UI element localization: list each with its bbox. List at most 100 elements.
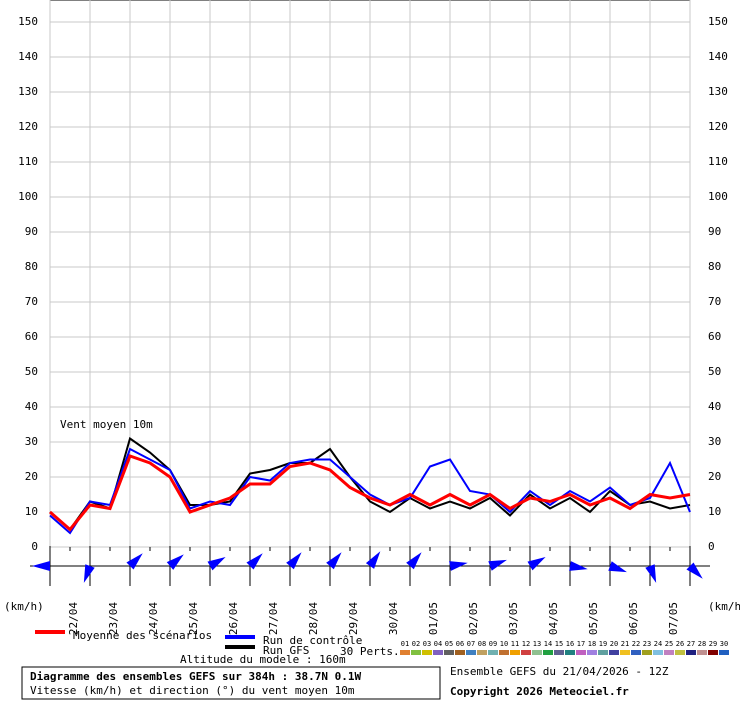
- perturbation-swatch: [532, 650, 542, 655]
- perturbation-swatch: [521, 650, 531, 655]
- x-tick-label: 25/04: [187, 602, 200, 635]
- y-tick-label: 50: [25, 365, 38, 378]
- wind-direction: [686, 562, 703, 579]
- perturbation-swatch: [708, 650, 718, 655]
- y-tick-label: 120: [18, 120, 38, 133]
- x-tick-label: 22/04: [67, 602, 80, 635]
- perturbation-code: 26: [676, 640, 684, 648]
- y-tick-label: 80: [25, 260, 38, 273]
- y-tick-label: 30: [25, 435, 38, 448]
- copyright: Copyright 2026 Meteociel.fr: [450, 685, 629, 698]
- perturbation-code: 10: [500, 640, 508, 648]
- y-tick-label: 140: [708, 50, 728, 63]
- perturbation-swatch: [433, 650, 443, 655]
- wind-direction: [126, 553, 143, 570]
- perturbation-code: 17: [577, 640, 585, 648]
- perturbation-code: 02: [412, 640, 420, 648]
- perturbation-code: 28: [698, 640, 706, 648]
- perturbation-code: 20: [610, 640, 618, 648]
- x-tick-label: 07/05: [667, 602, 680, 635]
- perturbation-swatch: [642, 650, 652, 655]
- wind-direction: [406, 552, 422, 570]
- y-tick-label: 40: [708, 400, 721, 413]
- perturbation-swatch: [598, 650, 608, 655]
- perturbation-code: 30: [720, 640, 728, 648]
- perturbation-swatch: [554, 650, 564, 655]
- perturbation-swatch: [675, 650, 685, 655]
- wind-direction: [365, 551, 381, 569]
- perturbation-swatch: [664, 650, 674, 655]
- y-tick-label: 30: [708, 435, 721, 448]
- perturbation-code: 15: [555, 640, 563, 648]
- perturbation-swatch: [653, 650, 663, 655]
- perturbation-swatch: [565, 650, 575, 655]
- wind-direction: [449, 561, 468, 571]
- y-tick-label: 70: [25, 295, 38, 308]
- y-tick-label: 110: [708, 155, 728, 168]
- perturbation-swatch: [422, 650, 432, 655]
- perturbation-code: 14: [544, 640, 552, 648]
- legend-label: Run GFS: [263, 644, 309, 657]
- perturbation-code: 01: [401, 640, 409, 648]
- y-tick-label: 150: [18, 15, 38, 28]
- x-tick-label: 29/04: [347, 602, 360, 635]
- footer-box: [21, 666, 441, 700]
- x-tick-label: 26/04: [227, 602, 240, 635]
- perturbation-code: 05: [445, 640, 453, 648]
- perturbation-code: 29: [709, 640, 717, 648]
- perturbation-swatch: [466, 650, 476, 655]
- y-tick-label: 100: [708, 190, 728, 203]
- y-tick-label: 50: [708, 365, 721, 378]
- perturbation-swatch: [455, 650, 465, 655]
- y-tick-label: 90: [25, 225, 38, 238]
- perturbation-code: 22: [632, 640, 640, 648]
- footer-subtitle: Vitesse (km/h) et direction (°) du vent …: [30, 684, 355, 697]
- y-tick-label: 0: [31, 540, 38, 553]
- x-tick-label: 03/05: [507, 602, 520, 635]
- wind-direction: [207, 557, 226, 571]
- perturbation-swatch: [543, 650, 553, 655]
- perturbation-code: 16: [566, 640, 574, 648]
- unit-label: (km/h): [4, 600, 44, 613]
- y-tick-label: 70: [708, 295, 721, 308]
- x-tick-label: 27/04: [267, 602, 280, 635]
- y-tick-label: 10: [708, 505, 721, 518]
- x-tick-label: 04/05: [547, 602, 560, 635]
- x-tick-label: 24/04: [147, 602, 160, 635]
- annotation: Vent moyen 10m: [60, 418, 153, 431]
- perturbation-swatch: [686, 650, 696, 655]
- perturbation-swatch: [719, 650, 729, 655]
- y-tick-label: 100: [18, 190, 38, 203]
- y-tick-label: 0: [708, 540, 715, 553]
- wind-direction: [527, 557, 546, 571]
- wind-direction: [645, 564, 657, 583]
- perturbation-code: 09: [489, 640, 497, 648]
- perturbation-swatch: [499, 650, 509, 655]
- y-tick-label: 40: [25, 400, 38, 413]
- perturbation-code: 11: [511, 640, 519, 648]
- series-line: [49, 454, 691, 532]
- wind-direction: [83, 564, 95, 583]
- y-tick-label: 60: [25, 330, 38, 343]
- x-tick-label: 28/04: [307, 602, 320, 635]
- y-tick-label: 90: [708, 225, 721, 238]
- perturbation-swatch: [444, 650, 454, 655]
- run-info: Ensemble GEFS du 21/04/2026 - 12Z: [450, 665, 669, 678]
- perturbation-swatch: [477, 650, 487, 655]
- perturbation-code: 04: [434, 640, 442, 648]
- series-line: [49, 447, 691, 535]
- y-tick-label: 60: [708, 330, 721, 343]
- altitude: Altitude du modele : 160m: [180, 653, 346, 666]
- perturbation-swatch: [609, 650, 619, 655]
- wind-direction: [286, 552, 302, 570]
- perturbation-swatch: [400, 650, 410, 655]
- wind-direction: [326, 552, 342, 570]
- perturbation-code: 23: [643, 640, 651, 648]
- y-tick-label: 120: [708, 120, 728, 133]
- wind-direction: [32, 561, 50, 571]
- footer-title: Diagramme des ensembles GEFS sur 384h : …: [30, 670, 362, 683]
- perturbation-swatch: [620, 650, 630, 655]
- wind-direction: [488, 559, 507, 571]
- y-tick-label: 110: [18, 155, 38, 168]
